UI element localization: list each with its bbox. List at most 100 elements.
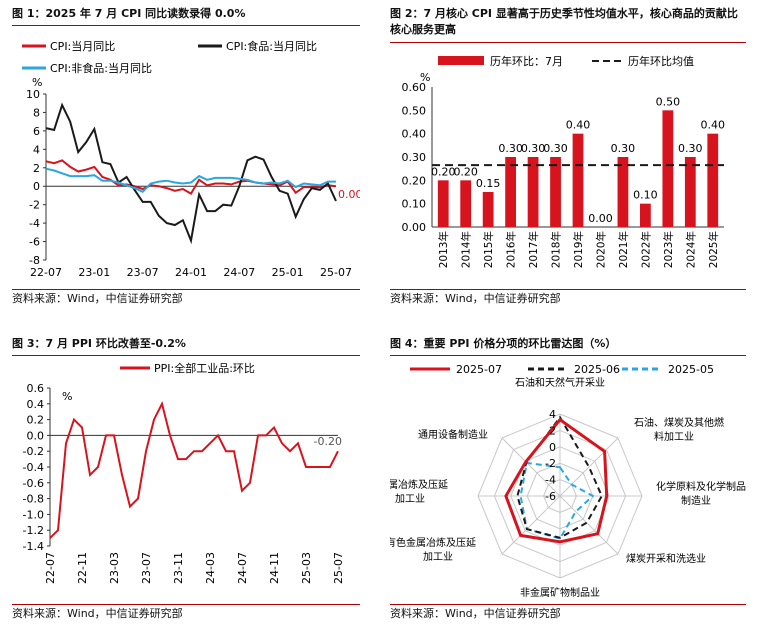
radar-spoke	[559, 495, 619, 555]
panel-ppi-radar: 图 4：重要 PPI 价格分项的环比雷达图（%） 2025-07 2025-06 2…	[390, 336, 746, 622]
chart-title: 图 1：2025 年 7 月 CPI 同比读数录得 0.0%	[12, 7, 246, 20]
x-tick-label: 2017年	[527, 231, 540, 268]
y-tick-label: -0.4	[23, 461, 44, 474]
x-tick-label: 23-01	[78, 266, 110, 279]
y-tick-label: 0.60	[402, 81, 427, 94]
bar	[550, 157, 561, 227]
x-tick-label: 24-01	[175, 266, 207, 279]
y-tick-label: -1.2	[23, 524, 44, 537]
panel-ppi-mom: 图 3：7 月 PPI 环比改善至-0.2% PPI:全部工业品:环比% 0.6 0…	[12, 336, 360, 622]
core-cpi-bar-chart: 历年环比：7月 历年环比均值%0.60 0.50 0.40 0.30 0.20 0.10 0.…	[402, 54, 726, 268]
y-tick-label: 0.6	[27, 382, 45, 395]
legend-label: 2025-05	[668, 363, 714, 376]
source-rule	[12, 604, 360, 605]
y-tick-label: 0.4	[27, 398, 45, 411]
radar-tick-label: -4	[545, 474, 556, 487]
bar-value-label: 0.20	[431, 165, 456, 178]
x-tick-label: 2015年	[482, 231, 495, 268]
y-unit-label: %	[32, 76, 42, 89]
x-tick-label: 25-07	[320, 266, 352, 279]
bar-value-label: 0.30	[498, 142, 522, 155]
x-tick-label: 25-03	[300, 552, 313, 584]
radar-axis-label: 制造业	[681, 494, 711, 507]
radar-tick-label: 0	[549, 441, 556, 454]
radar-spoke	[559, 437, 619, 497]
legend-label: 2025-06	[574, 363, 620, 376]
y-tick-label: -6	[29, 236, 40, 249]
bar-value-label: 0.30	[678, 142, 703, 155]
source-rule	[390, 604, 746, 605]
title-rule	[12, 25, 360, 26]
bar-value-label: 0.15	[476, 177, 501, 190]
series-line	[45, 102, 337, 245]
x-tick-label: 23-07	[140, 552, 153, 584]
panel-core-cpi-mom: 图 2：7 月核心 CPI 显著高于历史季节性均值水平，核心商品的贡献比核心服务…	[390, 6, 746, 306]
legend-label: 历年环比：7月	[490, 54, 563, 68]
source-rule	[12, 289, 360, 290]
radar-axis-label: 加工业	[395, 493, 425, 505]
x-tick-label: 24-11	[268, 552, 281, 584]
legend-label: CPI:食品:当月同比	[226, 39, 317, 53]
radar-spoke	[501, 437, 561, 497]
legend-label: 历年环比均值	[628, 54, 694, 68]
x-tick-label: 24-03	[204, 552, 217, 584]
y-tick-label: -1.0	[23, 508, 44, 521]
bar-value-label: 0.20	[453, 165, 478, 178]
radar-axis-label: 加工业	[423, 551, 453, 563]
legend-label: 2025-07	[456, 363, 502, 376]
radar-axis-label: 石油、煤炭及其他燃	[634, 416, 724, 429]
x-tick-label: 2018年	[550, 231, 563, 268]
y-tick-label: 4	[33, 143, 40, 156]
y-tick-label: -4	[29, 217, 40, 230]
y-tick-label: 0.0	[27, 429, 45, 442]
x-tick-label: 2020年	[594, 231, 607, 268]
panel-cpi-yoy: 图 1：2025 年 7 月 CPI 同比读数录得 0.0% CPI:当月同比 C…	[12, 6, 360, 306]
y-tick-label: -0.6	[23, 477, 44, 490]
bar	[482, 192, 494, 227]
bar	[527, 157, 539, 227]
bar	[505, 157, 517, 227]
title-rule	[390, 42, 746, 43]
radar-axis-label: 黑色金属冶炼及压延	[390, 478, 448, 491]
radar-series	[516, 415, 603, 539]
radar-axis-label: 有色金属冶炼及压延	[390, 536, 476, 549]
radar-tick-label: -2	[545, 457, 556, 470]
chart-title: 图 3：7 月 PPI 环比改善至-0.2%	[12, 337, 186, 350]
bar	[437, 180, 449, 227]
x-tick-label: 23-03	[108, 552, 121, 584]
bar-value-label: 0.30	[611, 142, 636, 155]
bar	[684, 157, 696, 227]
bar	[460, 180, 472, 227]
series-line	[45, 167, 336, 194]
radar-tick-label: 2	[549, 424, 556, 437]
y-tick-label: 0.20	[402, 174, 427, 187]
x-tick-label: 25-01	[272, 266, 304, 279]
bar-value-label: 0.30	[521, 142, 546, 155]
x-tick-label: 2016年	[505, 231, 518, 268]
x-tick-label: 22-07	[30, 266, 62, 279]
x-tick-label: 25-07	[332, 552, 345, 584]
y-tick-label: -8	[29, 254, 40, 267]
x-tick-label: 22-07	[44, 552, 57, 584]
radar-axis-label: 料加工业	[654, 430, 694, 443]
y-unit-label: %	[62, 390, 72, 403]
y-tick-label: -0.8	[23, 493, 44, 506]
bar-value-label: 0.00	[588, 212, 613, 225]
chart-title: 图 4：重要 PPI 价格分项的环比雷达图（%）	[390, 337, 617, 350]
y-tick-label: 0.10	[402, 198, 427, 211]
y-tick-label: 10	[26, 88, 40, 101]
y-unit-label: %	[420, 71, 430, 84]
source-text: 资料来源：Wind，中信证券研究部	[390, 292, 561, 305]
source-text: 资料来源：Wind，中信证券研究部	[12, 292, 183, 305]
bar-value-label: 0.50	[656, 95, 681, 108]
radar-tick-label: 4	[549, 408, 556, 421]
bar-value-label: 0.40	[701, 119, 726, 132]
y-tick-label: 0.50	[402, 104, 427, 117]
y-tick-label: -0.2	[23, 445, 44, 458]
ppi-line-chart: PPI:全部工业品:环比% 0.6 0.4 0.2 0.0 -0.2 -0.4 -0.6 -0.…	[23, 361, 345, 584]
x-tick-label: 2013年	[437, 231, 450, 268]
x-tick-label: 2021年	[617, 231, 630, 268]
ppi-radar-chart: 2025-07 2025-06 2025-05 4 2 0 -2 -4 -6 石油和天然气开采业石…	[390, 363, 746, 599]
radar-axis-label: 非金属矿物制品业	[520, 586, 600, 599]
source-text: 资料来源：Wind，中信证券研究部	[390, 607, 561, 620]
